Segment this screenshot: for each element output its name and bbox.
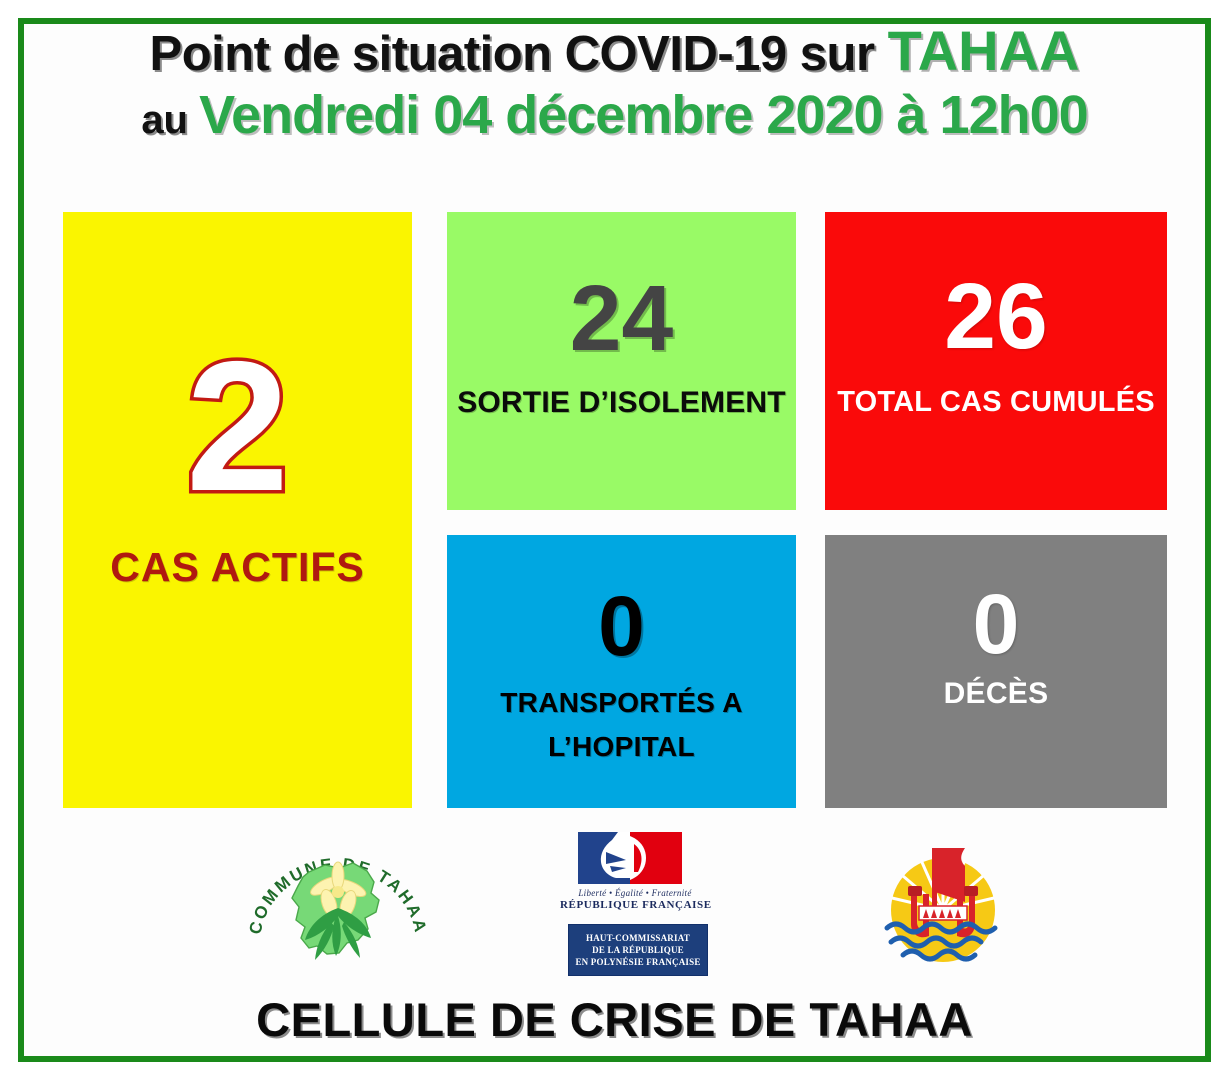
date-prefix-text: au <box>141 97 200 142</box>
page-title: Point de situation COVID-19 sur TAHAA <box>0 20 1229 82</box>
total-cases-label: TOTAL CAS CUMULÉS <box>837 386 1155 419</box>
poster-footer: CELLULE DE CRISE DE TAHAA <box>0 992 1229 1047</box>
five-paddlers <box>923 909 961 918</box>
deaths-label: DÉCÈS <box>943 676 1049 710</box>
released-label: SORTIE D’ISOLEMENT <box>457 386 786 420</box>
title-prefix-text: Point de situation COVID-19 sur <box>149 27 888 81</box>
leaves-icon <box>305 908 371 960</box>
republique-francaise-logo: Liberté • Égalité • Fraternité RÉPUBLIQU… <box>560 830 712 911</box>
active-cases-value: 2 <box>183 324 293 530</box>
haut-commissariat-line1: HAUT-COMMISSARIAT <box>586 932 690 943</box>
marianne-flag-icon <box>578 832 682 884</box>
polynesie-francaise-emblem <box>875 836 1011 972</box>
haut-commissariat-block: HAUT-COMMISSARIAT DE LA RÉPUBLIQUE EN PO… <box>568 924 708 976</box>
haut-commissariat-line3: EN POLYNÉSIE FRANÇAISE <box>575 957 701 968</box>
hospital-label-line2: L’HOPITAL <box>548 730 695 762</box>
active-cases-label: CAS ACTIFS <box>110 543 365 590</box>
stat-card-released-isolation: 24 SORTIE D’ISOLEMENT <box>447 212 796 510</box>
hospital-label-line1: TRANSPORTÉS A <box>500 686 743 718</box>
footer-title: CELLULE DE CRISE DE TAHAA <box>256 993 973 1046</box>
poster-header: Point de situation COVID-19 sur TAHAA au… <box>0 20 1229 145</box>
polynesia-coat-of-arms-icon <box>884 848 998 962</box>
stat-card-active-cases: 2 CAS ACTIFS <box>63 212 412 808</box>
ocean-waves <box>884 921 998 962</box>
deaths-value: 0 <box>972 577 1020 671</box>
hospital-label: TRANSPORTÉS A L’HOPITAL <box>500 687 742 763</box>
stat-card-hospital-transfers: 0 TRANSPORTÉS A L’HOPITAL <box>447 535 796 808</box>
page-subtitle: au Vendredi 04 décembre 2020 à 12h00 <box>0 84 1229 145</box>
total-cases-value: 26 <box>944 264 1048 368</box>
hospital-value: 0 <box>598 579 645 673</box>
canoe-sail <box>935 848 965 902</box>
republique-motto: Liberté • Égalité • Fraternité <box>578 888 692 898</box>
stat-card-total-cases: 26 TOTAL CAS CUMULÉS <box>825 212 1167 510</box>
republique-name: RÉPUBLIQUE FRANÇAISE <box>560 899 712 911</box>
title-place-name: TAHAA <box>887 19 1080 82</box>
stat-card-deaths: 0 DÉCÈS <box>825 535 1167 808</box>
haut-commissariat-line2: DE LA RÉPUBLIQUE <box>592 944 684 955</box>
report-date: Vendredi 04 décembre 2020 à 12h00 <box>199 84 1089 145</box>
released-value: 24 <box>569 266 674 370</box>
